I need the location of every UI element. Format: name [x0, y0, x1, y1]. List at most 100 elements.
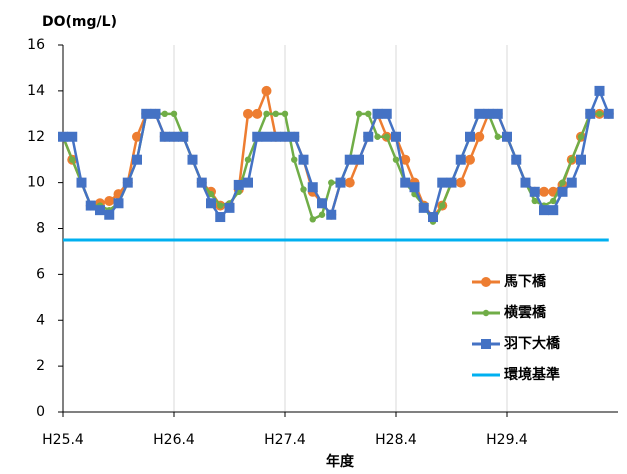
data-point	[520, 177, 531, 188]
data-point	[281, 110, 289, 118]
data-point	[355, 110, 363, 118]
data-point	[381, 108, 392, 119]
data-point	[196, 177, 207, 188]
data-point	[309, 216, 316, 223]
x-tick-label: H25.4	[42, 432, 84, 448]
data-point	[446, 177, 457, 188]
data-point	[141, 108, 152, 119]
data-point	[596, 110, 603, 118]
data-point	[400, 177, 411, 188]
data-point	[409, 182, 420, 193]
legend-label: 横雲橋	[504, 304, 547, 321]
data-point	[58, 131, 68, 142]
data-point	[439, 202, 446, 209]
data-point	[261, 131, 272, 142]
y-tick-label: 8	[36, 221, 45, 237]
data-point	[344, 154, 355, 165]
legend-marker	[482, 309, 490, 317]
data-point	[104, 209, 115, 220]
legend-label: 羽下大橋	[504, 335, 561, 352]
data-point	[455, 177, 466, 188]
data-point	[291, 156, 298, 163]
data-point	[474, 108, 485, 119]
data-point	[494, 133, 501, 140]
legend-marker	[481, 339, 491, 349]
data-point	[122, 177, 133, 188]
y-tick-label: 6	[36, 266, 45, 282]
data-point	[243, 108, 253, 119]
data-point	[585, 108, 596, 119]
data-point	[95, 205, 105, 216]
data-point	[354, 154, 364, 165]
data-point	[474, 131, 485, 142]
data-point	[233, 179, 244, 190]
data-point	[298, 154, 309, 165]
data-point	[113, 198, 124, 209]
data-point	[550, 197, 557, 205]
data-point	[483, 108, 494, 119]
data-point	[326, 209, 337, 220]
data-point	[344, 177, 355, 188]
legend-marker	[481, 277, 491, 287]
data-point	[363, 131, 374, 142]
data-point	[317, 198, 327, 209]
data-point	[576, 154, 586, 165]
data-point	[328, 179, 335, 186]
legend-label: 馬下橋	[504, 273, 547, 290]
data-point	[511, 154, 522, 165]
data-point	[465, 154, 475, 165]
data-point	[217, 202, 224, 209]
x-tick-label: H29.4	[486, 432, 528, 448]
data-point	[529, 186, 540, 197]
data-point	[187, 154, 198, 165]
data-point	[76, 177, 87, 188]
data-point	[539, 186, 549, 197]
data-point	[400, 154, 411, 165]
x-tick-label: H28.4	[375, 432, 417, 448]
y-tick-label: 0	[36, 404, 45, 420]
data-point	[178, 131, 189, 142]
x-tick-label: H26.4	[153, 432, 195, 448]
data-point	[531, 197, 538, 205]
data-point	[502, 131, 512, 142]
data-point	[280, 131, 290, 142]
data-point	[261, 85, 272, 96]
data-point	[392, 156, 400, 163]
data-point	[132, 154, 142, 165]
data-point	[566, 177, 577, 188]
data-point	[69, 156, 76, 163]
data-point	[568, 156, 575, 163]
x-tick-label: H27.4	[264, 432, 306, 448]
data-point	[559, 179, 566, 186]
data-point	[252, 131, 263, 142]
data-point	[557, 186, 568, 197]
data-point	[206, 198, 216, 209]
data-point	[67, 131, 78, 142]
data-point	[455, 154, 466, 165]
data-point	[132, 131, 142, 142]
data-point	[603, 108, 614, 119]
data-point	[318, 211, 326, 218]
data-point	[252, 108, 263, 119]
data-point	[428, 212, 438, 223]
y-axis-title: DO(mg/L)	[42, 14, 117, 30]
data-point	[594, 85, 605, 96]
data-point	[215, 212, 226, 223]
data-point	[85, 200, 96, 211]
data-point	[307, 182, 318, 193]
data-point	[169, 131, 179, 142]
x-axis-title: 年度	[326, 453, 355, 470]
legend-label: 環境基準	[504, 366, 560, 383]
data-point	[300, 186, 307, 193]
series-line	[61, 112, 609, 225]
data-point	[263, 110, 270, 118]
y-tick-label: 14	[27, 83, 45, 99]
data-point	[437, 177, 448, 188]
data-point	[492, 108, 503, 119]
data-point	[372, 108, 383, 119]
data-point	[161, 110, 168, 118]
data-point	[159, 131, 170, 142]
data-point	[270, 131, 281, 142]
y-tick-label: 4	[36, 312, 45, 328]
